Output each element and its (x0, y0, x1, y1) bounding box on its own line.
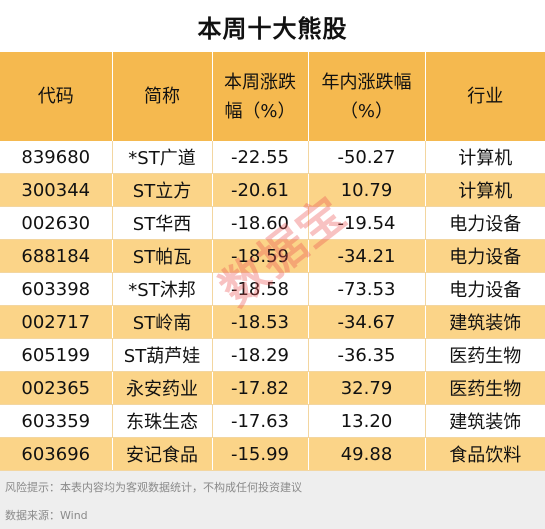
table-row: 839680 *ST广道 -22.55 -50.27 计算机 (0, 141, 545, 174)
cell-industry: 建筑装饰 (424, 404, 545, 438)
cell-week-change: -17.63 (211, 404, 308, 438)
stock-table: 代码 简称 本周涨跌幅（%） 年内涨跌幅（%） 行业 839680 *ST广道 -2… (0, 52, 545, 471)
cell-name: ST帕瓦 (111, 239, 212, 273)
cell-code: 300344 (0, 173, 112, 207)
table-row: 605199 ST葫芦娃 -18.29 -36.35 医药生物 (0, 338, 545, 372)
cell-ytd-change: -19.54 (307, 206, 425, 240)
cell-week-change: -18.60 (211, 206, 308, 240)
cell-name: ST葫芦娃 (111, 338, 212, 372)
cell-ytd-change: 10.79 (307, 173, 425, 207)
cell-name: 东珠生态 (111, 404, 212, 438)
cell-ytd-change: 49.88 (307, 437, 425, 471)
cell-industry: 建筑装饰 (424, 305, 545, 339)
header-code: 代码 (0, 52, 112, 141)
cell-code: 002365 (0, 371, 112, 405)
risk-disclaimer: 风险提示：本表内容均为客观数据统计，不构成任何投资建议 (5, 481, 302, 494)
cell-week-change: -20.61 (211, 173, 308, 207)
table-row: 300344 ST立方 -20.61 10.79 计算机 (0, 173, 545, 207)
cell-name: *ST沐邦 (111, 272, 212, 306)
cell-industry: 计算机 (424, 141, 545, 174)
cell-week-change: -18.59 (211, 239, 308, 273)
cell-code: 605199 (0, 338, 112, 372)
header-industry: 行业 (424, 52, 545, 141)
cell-code: 603696 (0, 437, 112, 471)
page-title: 本周十大熊股 (197, 14, 348, 43)
cell-ytd-change: -73.53 (307, 272, 425, 306)
cell-industry: 电力设备 (424, 239, 545, 273)
cell-ytd-change: 32.79 (307, 371, 425, 405)
cell-code: 839680 (0, 141, 112, 174)
cell-ytd-change: -34.67 (307, 305, 425, 339)
cell-code: 603398 (0, 272, 112, 306)
table-row: 688184 ST帕瓦 -18.59 -34.21 电力设备 (0, 239, 545, 273)
table-row: 603398 *ST沐邦 -18.58 -73.53 电力设备 (0, 272, 545, 306)
table-row: 603359 东珠生态 -17.63 13.20 建筑装饰 (0, 404, 545, 438)
cell-week-change: -18.58 (211, 272, 308, 306)
cell-industry: 医药生物 (424, 338, 545, 372)
footer: 风险提示：本表内容均为客观数据统计，不构成任何投资建议 数据来源：Wind (0, 471, 545, 529)
cell-name: 安记食品 (111, 437, 212, 471)
cell-industry: 计算机 (424, 173, 545, 207)
header-week-change: 本周涨跌幅（%） (211, 52, 308, 141)
table-row: 002365 永安药业 -17.82 32.79 医药生物 (0, 371, 545, 405)
cell-name: ST立方 (111, 173, 212, 207)
cell-week-change: -15.99 (211, 437, 308, 471)
cell-name: 永安药业 (111, 371, 212, 405)
cell-code: 688184 (0, 239, 112, 273)
table-row: 603696 安记食品 -15.99 49.88 食品饮料 (0, 437, 545, 471)
cell-week-change: -17.82 (211, 371, 308, 405)
cell-code: 002717 (0, 305, 112, 339)
cell-ytd-change: -36.35 (307, 338, 425, 372)
cell-name: *ST广道 (111, 141, 212, 174)
cell-ytd-change: -50.27 (307, 141, 425, 174)
cell-code: 603359 (0, 404, 112, 438)
header-ytd-change: 年内涨跌幅（%） (307, 52, 425, 141)
cell-ytd-change: 13.20 (307, 404, 425, 438)
cell-industry: 医药生物 (424, 371, 545, 405)
table-header-row: 代码 简称 本周涨跌幅（%） 年内涨跌幅（%） 行业 (0, 52, 545, 141)
cell-industry: 电力设备 (424, 272, 545, 306)
cell-name: ST岭南 (111, 305, 212, 339)
data-source: 数据来源：Wind (5, 509, 88, 522)
cell-industry: 食品饮料 (424, 437, 545, 471)
cell-week-change: -18.29 (211, 338, 308, 372)
cell-industry: 电力设备 (424, 206, 545, 240)
header-name: 简称 (111, 52, 212, 141)
cell-week-change: -22.55 (211, 141, 308, 174)
cell-ytd-change: -34.21 (307, 239, 425, 273)
cell-week-change: -18.53 (211, 305, 308, 339)
cell-name: ST华西 (111, 206, 212, 240)
table-row: 002717 ST岭南 -18.53 -34.67 建筑装饰 (0, 305, 545, 339)
cell-code: 002630 (0, 206, 112, 240)
table-row: 002630 ST华西 -18.60 -19.54 电力设备 (0, 206, 545, 240)
